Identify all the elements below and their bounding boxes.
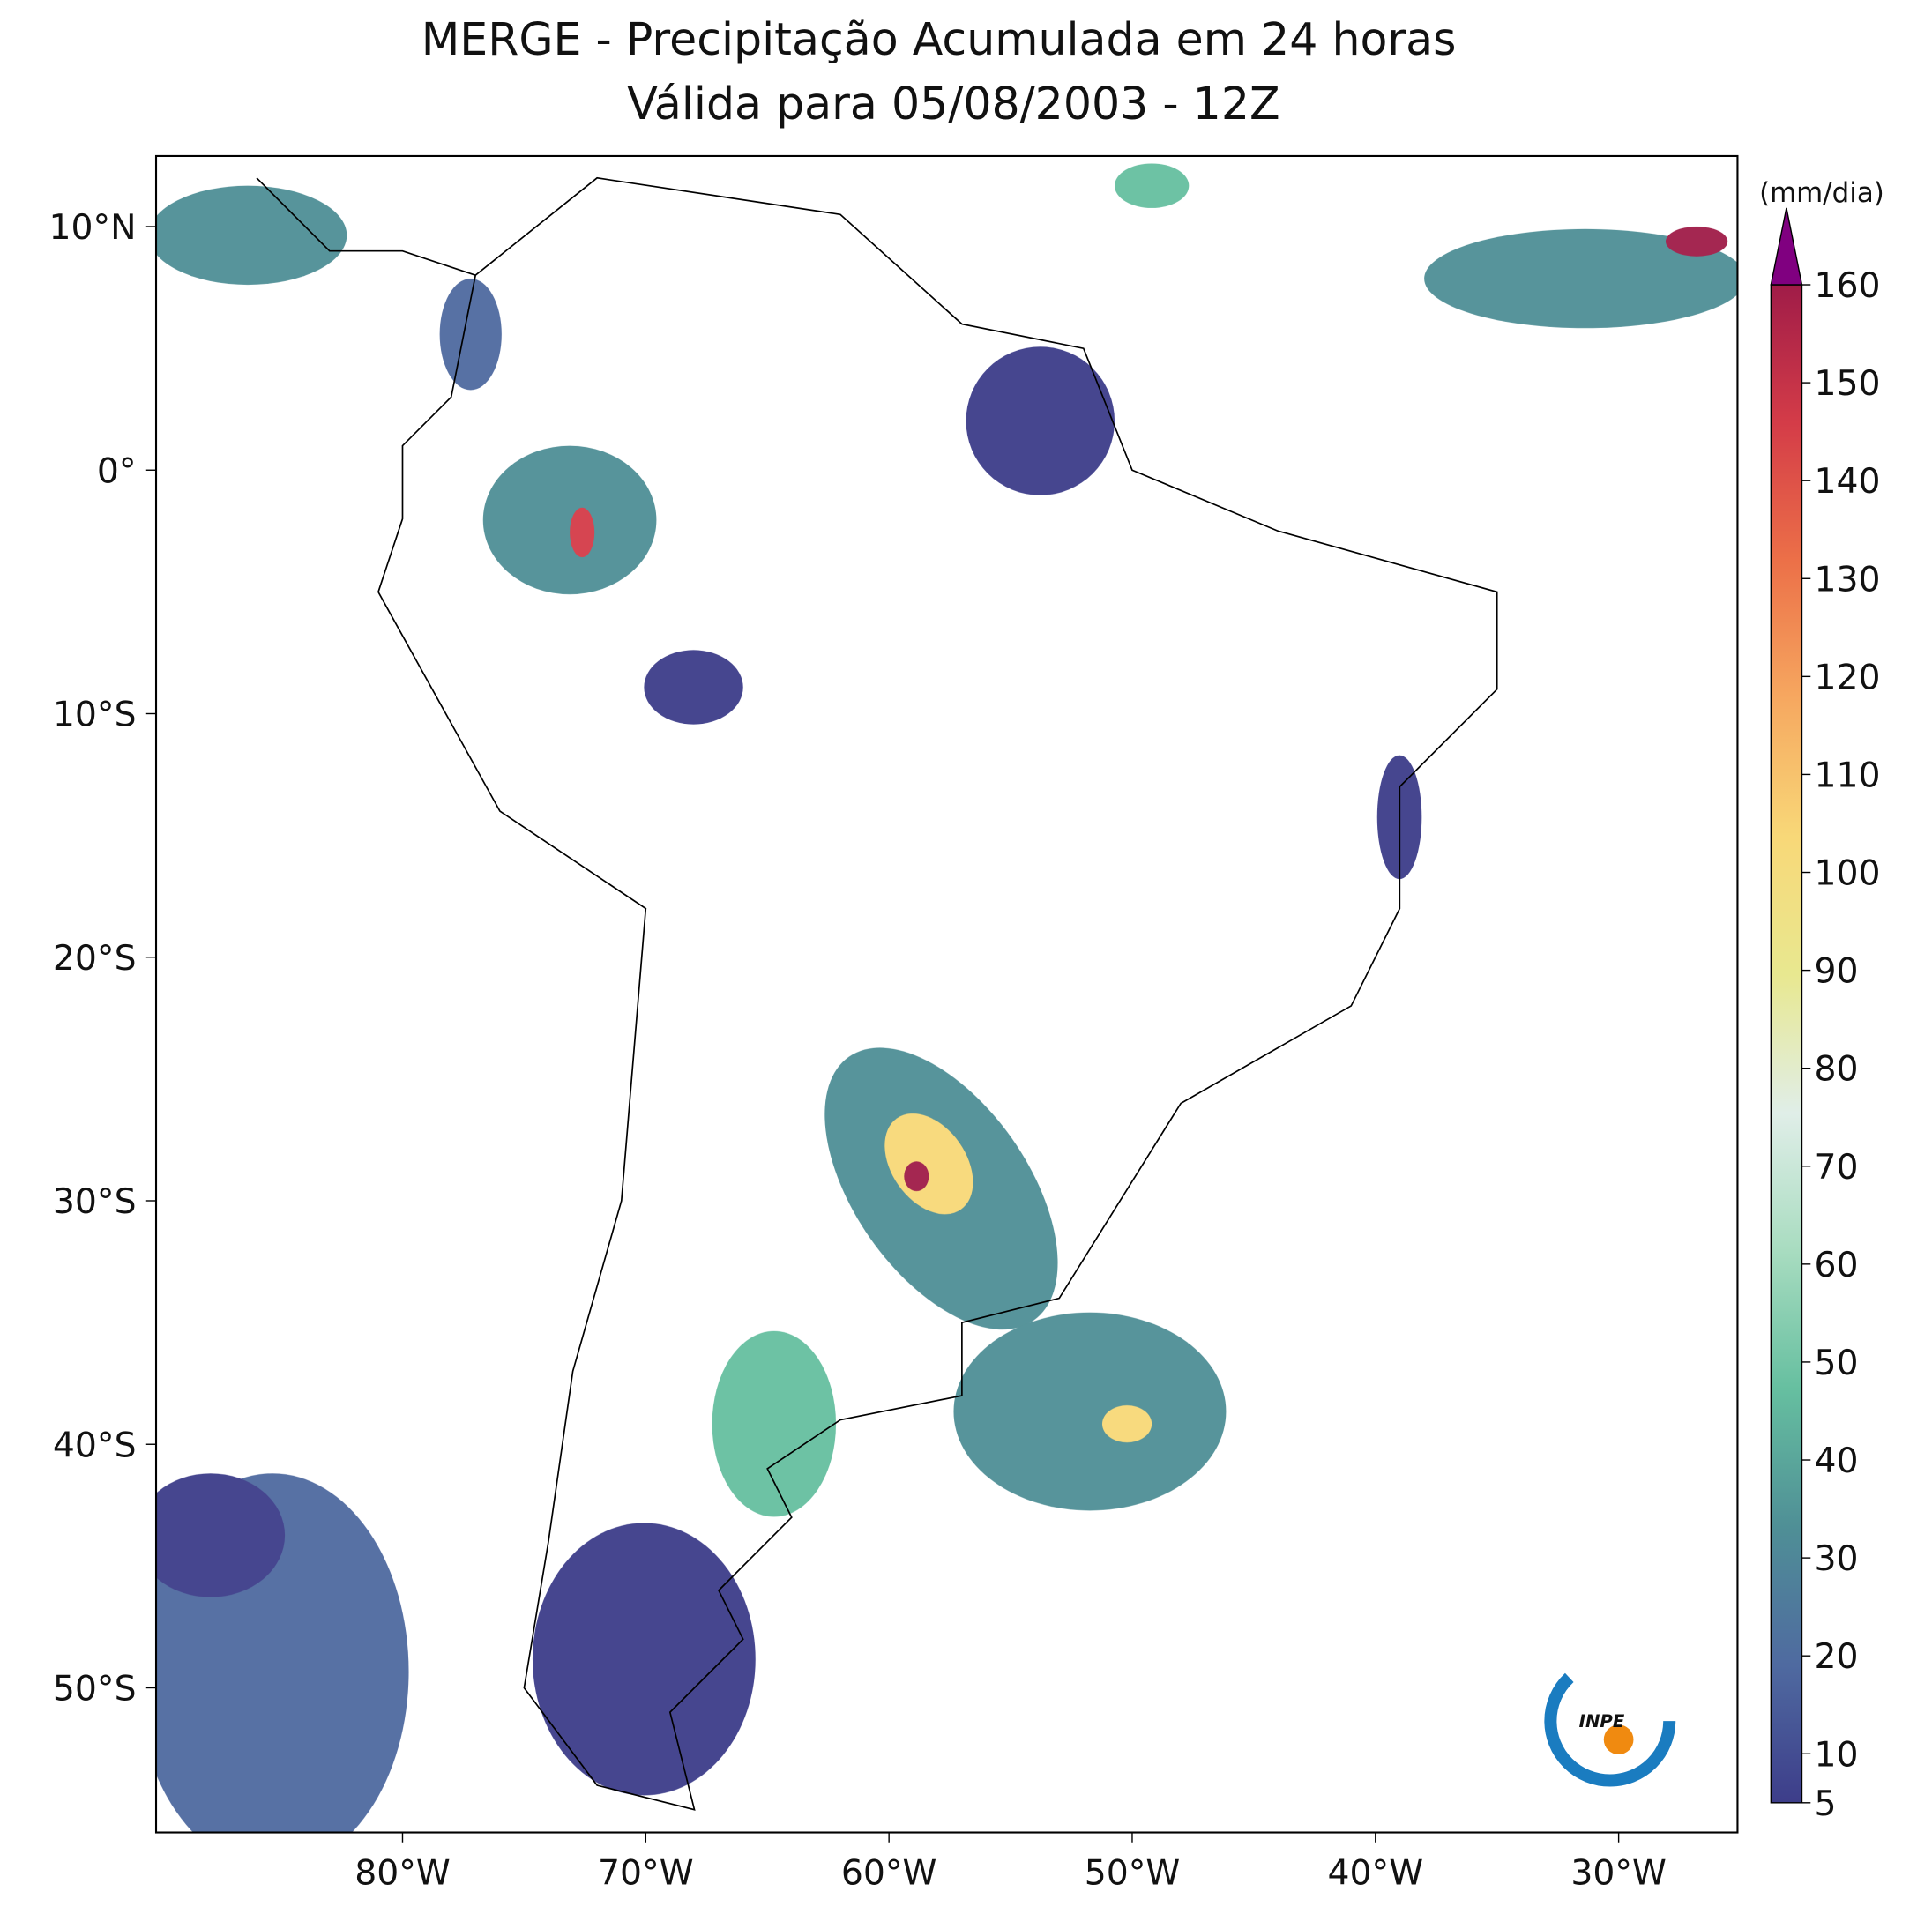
y-tick-label: 20°S <box>53 939 137 979</box>
colorbar <box>1770 284 1803 1804</box>
x-tick-label: 30°W <box>1570 1854 1667 1894</box>
x-tick-label: 70°W <box>598 1854 694 1894</box>
colorbar-tick-label: 120 <box>1815 658 1881 697</box>
map-frame <box>154 154 1739 1834</box>
map-area <box>156 163 1738 1833</box>
x-tick-label: 80°W <box>354 1854 451 1894</box>
colorbar-tick-label: 140 <box>1815 462 1881 502</box>
x-tick-label: 60°W <box>841 1854 937 1894</box>
colorbar-tick-label: 130 <box>1815 560 1881 600</box>
colorbar-tick-label: 60 <box>1815 1246 1859 1285</box>
colorbar-tick-label: 30 <box>1815 1539 1859 1579</box>
y-tick-label: 0° <box>97 451 137 491</box>
colorbar-tick-label: 70 <box>1815 1148 1859 1188</box>
precipitation-field <box>156 163 1738 1833</box>
colorbar-tick-label: 90 <box>1815 952 1859 992</box>
logo: INPE <box>1544 1655 1676 1787</box>
colorbar-tick-label: 80 <box>1815 1050 1859 1090</box>
colorbar-tick-label: 100 <box>1815 854 1881 894</box>
x-tick-label: 50°W <box>1085 1854 1181 1894</box>
colorbar-tick-label: 150 <box>1815 364 1881 404</box>
colorbar-unit: (mm/dia) <box>1759 177 1884 209</box>
y-tick-label: 40°S <box>53 1426 137 1465</box>
colorbar-tick-label: 5 <box>1815 1784 1837 1824</box>
coastline <box>256 176 1498 1811</box>
colorbar-tick-label: 10 <box>1815 1735 1859 1775</box>
colorbar-tick-label: 50 <box>1815 1344 1859 1383</box>
colorbar-tick-label: 160 <box>1815 266 1881 306</box>
colorbar-tick-label: 40 <box>1815 1441 1859 1481</box>
colorbar-tick-label: 110 <box>1815 756 1881 795</box>
title: MERGE - Precipitação Acumulada em 24 hor… <box>421 13 1457 65</box>
x-tick-label: 40°W <box>1328 1854 1424 1894</box>
y-tick-label: 50°S <box>53 1670 137 1709</box>
y-tick-label: 30°S <box>53 1182 137 1222</box>
colorbar-tick-label: 20 <box>1815 1637 1859 1677</box>
y-tick-label: 10°S <box>53 696 137 735</box>
y-tick-label: 10°N <box>48 208 136 248</box>
subtitle: Válida para 05/08/2003 - 12Z <box>627 78 1279 130</box>
logo-text: INPE <box>1579 1711 1625 1732</box>
colorbar-extend <box>1770 207 1803 286</box>
